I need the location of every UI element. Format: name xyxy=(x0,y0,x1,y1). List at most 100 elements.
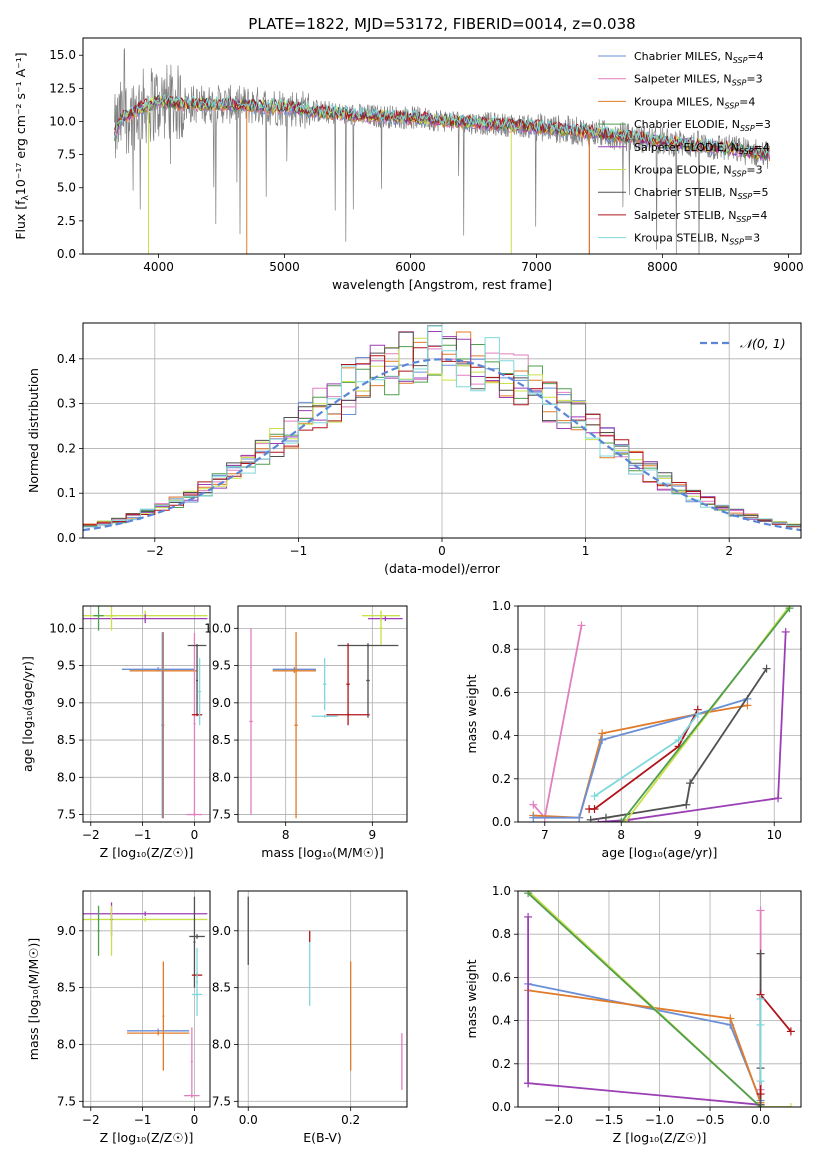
y-tick-label: 0.4 xyxy=(492,729,511,743)
figure-title: PLATE=1822, MJD=53172, FIBERID=0014, z=0… xyxy=(248,15,635,33)
weight-marker xyxy=(575,813,584,822)
weight-line xyxy=(527,892,762,1107)
residuals-plot xyxy=(83,325,801,532)
y-tick-label: 0.2 xyxy=(492,772,511,786)
y-tick-label: 0.0 xyxy=(492,1100,511,1114)
x-tick-label: −1 xyxy=(134,828,152,842)
y-tick-label: 7.5 xyxy=(212,1094,231,1108)
x-axis-label: (data-model)/error xyxy=(384,561,501,576)
weight-marker xyxy=(601,813,610,822)
x-axis-label: E(B-V) xyxy=(303,1130,342,1145)
x-tick-label: −2 xyxy=(146,544,164,558)
mass_vs_ebv-plot xyxy=(247,896,403,1090)
y-tick-label: 7.5 xyxy=(57,1094,76,1108)
y-tick-label: 0.2 xyxy=(57,441,76,455)
y-tick-label: 0.6 xyxy=(492,685,511,699)
y-tick-label: 8.5 xyxy=(212,981,231,995)
spectrum-plot xyxy=(114,48,770,254)
errorbar xyxy=(193,632,196,815)
x-tick-label: 7 xyxy=(541,828,549,842)
spectrum-panel: 4000 5000 6000 7000 8000 9000 0.0 2.5 5.0 7.5 10.0… xyxy=(13,37,804,292)
x-tick-label: 0.0 xyxy=(239,1113,258,1127)
weight-marker xyxy=(726,1014,735,1023)
axes-frame xyxy=(82,37,802,255)
errorbar xyxy=(193,896,196,988)
age_vs_mass-plot xyxy=(249,610,403,819)
weight-marker xyxy=(621,818,630,822)
axes-frame xyxy=(82,605,211,823)
weight-marker xyxy=(590,792,599,801)
y-tick-label: 0.6 xyxy=(492,970,511,984)
weight-marker xyxy=(693,710,702,718)
y-tick-label: 7.5 xyxy=(57,148,76,162)
y-axis-label: mass weight xyxy=(464,959,479,1038)
y-axis-label: Flux [fλ10⁻¹⁷ erg cm⁻² s⁻¹ A⁻¹] xyxy=(13,52,31,239)
x-tick-label: −1.0 xyxy=(645,1113,674,1127)
weight-marker xyxy=(774,794,783,803)
y-tick-label: 8.5 xyxy=(57,733,76,747)
axes-frame xyxy=(237,890,408,1108)
y-axis-label: Normed distribution xyxy=(26,368,41,493)
mass_vs_ebv-panel: 0.0 0.2 7.5 8.0 8.5 9.0 E(B-V) xyxy=(212,890,408,1145)
errorbar xyxy=(196,645,199,716)
y-axis-label: mass [log₁₀(M/M☉)] xyxy=(26,938,41,1060)
errorbar xyxy=(366,643,370,718)
x-tick-label: −1 xyxy=(290,544,308,558)
x-tick-label: 9 xyxy=(694,828,702,842)
y-tick-label: 0.8 xyxy=(492,642,511,656)
errorbar xyxy=(249,628,253,815)
weight_vs_Z-plot xyxy=(524,891,795,1107)
y-tick-label: 0.3 xyxy=(57,397,76,411)
errorbar xyxy=(322,658,327,711)
x-tick-label: −0.5 xyxy=(695,1113,724,1127)
x-axis-label: mass [log₁₀(M/M☉)] xyxy=(261,845,383,860)
errorbar xyxy=(83,917,208,922)
x-tick-label: 8000 xyxy=(647,260,678,274)
y-tick-label: 8.5 xyxy=(57,981,76,995)
x-tick-label: 1 xyxy=(582,544,590,558)
age_vs_mass-panel: 8 9 7.5 8.0 8.5 9.0 9.5 10.0 mass [log₁₀(M/M☉)] xyxy=(204,605,408,860)
errorbar xyxy=(346,643,350,726)
errorbar xyxy=(189,934,205,939)
axes-frame xyxy=(82,322,802,539)
x-tick-label: 10 xyxy=(767,828,782,842)
weight-marker xyxy=(756,1100,765,1107)
x-tick-label: −2 xyxy=(82,828,100,842)
errorbar xyxy=(368,616,403,621)
x-tick-label: −1.5 xyxy=(594,1113,623,1127)
mass_vs_Z-panel: −2 −1 0 7.5 8.0 8.5 9.0 Z [log₁₀(Z/Z☉)] mass [lo… xyxy=(26,890,211,1145)
weight-marker xyxy=(594,818,603,822)
errorbar xyxy=(127,1030,190,1036)
y-tick-label: 7.5 xyxy=(212,808,231,822)
x-tick-label: 0 xyxy=(438,544,446,558)
y-tick-label: 0.0 xyxy=(57,531,76,545)
weight-marker xyxy=(524,1079,533,1088)
legend-entry: Chabrier MILES, NSSP=4 xyxy=(634,50,764,65)
residual-histogram xyxy=(83,345,801,528)
x-tick-label: −2.0 xyxy=(544,1113,573,1127)
y-tick-label: 1.0 xyxy=(492,884,511,898)
y-tick-label: 2.5 xyxy=(57,214,76,228)
weight-marker xyxy=(756,949,765,958)
y-tick-label: 9.0 xyxy=(57,696,76,710)
x-tick-label: −2 xyxy=(82,1113,100,1127)
weight-marker xyxy=(785,606,794,613)
weight_vs_age-panel: 7 8 9 10 0.0 0.2 0.4 0.6 0.8 1.0 age [log₁₀(age/yr… xyxy=(464,599,802,860)
y-axis-label: mass weight xyxy=(464,674,479,753)
weight-marker xyxy=(756,1020,765,1029)
weight-marker xyxy=(762,664,771,673)
errorbar xyxy=(161,632,164,819)
weight-marker xyxy=(756,995,765,1003)
axes-frame xyxy=(517,890,802,1108)
legend-entry: Salpeter ELODIE, NSSP=4 xyxy=(634,141,770,156)
weight-marker xyxy=(674,735,683,744)
weight-marker xyxy=(524,891,533,898)
axes-frame xyxy=(237,605,408,823)
legend-entry: Chabrier STELIB, NSSP=5 xyxy=(634,186,768,201)
legend-entry: Kroupa MILES, NSSP=4 xyxy=(634,95,755,110)
weight-marker xyxy=(786,1103,795,1107)
x-axis-label: wavelength [Angstrom, rest frame] xyxy=(332,277,552,292)
y-tick-label: 9.5 xyxy=(212,659,231,673)
errorbar xyxy=(198,658,202,726)
weight-marker xyxy=(682,800,691,809)
